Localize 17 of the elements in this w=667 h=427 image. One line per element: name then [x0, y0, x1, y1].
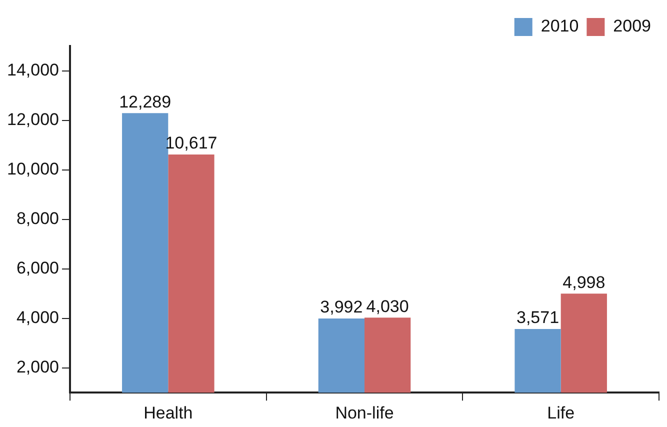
data-label: 3,571 — [516, 308, 560, 328]
x-tick-label: Life — [547, 403, 575, 422]
data-label: 12,289 — [119, 92, 172, 112]
x-tick-label: Health — [144, 403, 193, 422]
y-tick-label: 8,000 — [16, 208, 59, 228]
data-label: 3,992 — [320, 298, 363, 317]
y-tick-label: 14,000 — [6, 60, 59, 80]
legend-label: 2010 — [540, 16, 579, 36]
y-tick-label: 2,000 — [16, 358, 59, 377]
y-tick-label: 6,000 — [16, 258, 59, 278]
y-tick-label: 4,000 — [16, 308, 59, 328]
y-tick-label: 10,000 — [6, 159, 59, 178]
data-label: 4,030 — [366, 296, 409, 316]
x-tick-label: Non-life — [335, 403, 394, 422]
legend-label: 2009 — [613, 16, 652, 36]
y-tick-label: 12,000 — [6, 110, 59, 129]
data-label: 4,998 — [562, 272, 606, 292]
